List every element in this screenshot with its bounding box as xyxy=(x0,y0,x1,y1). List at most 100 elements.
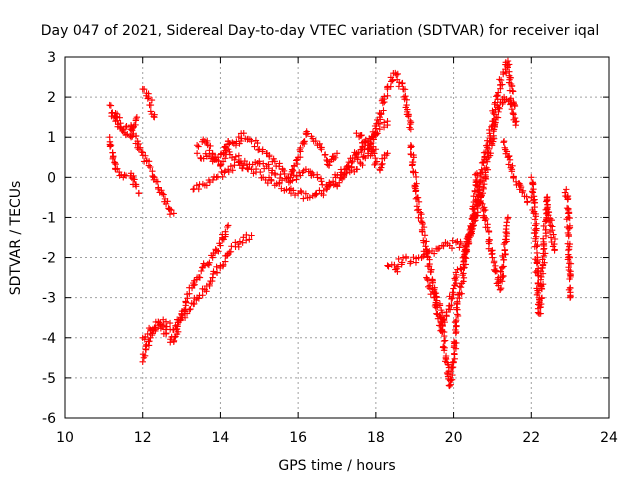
interp-point xyxy=(541,259,548,266)
interp-point xyxy=(510,100,518,107)
interp-point xyxy=(565,266,573,274)
interp-point xyxy=(384,92,391,100)
y-tick-label: -1 xyxy=(42,210,56,226)
interp-point xyxy=(367,152,374,159)
data-point xyxy=(271,158,279,165)
interp-point xyxy=(534,271,542,279)
data-point xyxy=(465,234,473,241)
interp-point xyxy=(407,150,414,158)
interp-point xyxy=(290,162,298,169)
interp-point xyxy=(491,111,498,118)
interp-point xyxy=(114,165,121,172)
interp-point xyxy=(148,96,156,104)
interp-point xyxy=(412,259,420,266)
interp-point xyxy=(567,260,575,267)
interp-point xyxy=(516,180,523,187)
interp-point xyxy=(497,76,505,84)
interp-point xyxy=(466,226,474,234)
interp-point xyxy=(332,154,339,161)
series-trace-r xyxy=(528,174,559,317)
interp-point xyxy=(447,377,454,384)
data-point xyxy=(326,162,333,169)
interp-point xyxy=(259,146,266,153)
interp-point xyxy=(219,158,227,165)
grid-layer xyxy=(65,57,609,418)
interp-point xyxy=(509,88,517,95)
data-point xyxy=(209,150,216,157)
interp-point xyxy=(371,150,378,157)
interp-point xyxy=(385,263,392,270)
series-trace-f xyxy=(139,222,232,366)
interp-point xyxy=(243,237,250,244)
interp-point xyxy=(318,144,325,151)
interp-point xyxy=(405,111,412,119)
interp-point xyxy=(393,71,400,78)
data-point xyxy=(547,222,554,229)
interp-point xyxy=(154,178,161,185)
interp-point xyxy=(129,125,136,132)
interp-point xyxy=(501,247,508,254)
interp-point xyxy=(196,274,204,281)
interp-point xyxy=(432,304,440,311)
interp-point xyxy=(213,263,220,270)
y-tick-label: -3 xyxy=(42,291,56,307)
interp-point xyxy=(529,189,537,196)
interp-point xyxy=(166,319,174,327)
interp-point xyxy=(539,235,547,242)
interp-point xyxy=(457,265,464,272)
interp-point xyxy=(313,190,320,198)
interp-point xyxy=(534,309,542,316)
interp-point xyxy=(296,154,304,161)
interp-point xyxy=(484,224,491,231)
interp-point xyxy=(367,143,375,151)
data-point xyxy=(170,210,177,217)
interp-point xyxy=(440,242,447,250)
interp-point xyxy=(502,250,509,258)
interp-point xyxy=(490,138,497,145)
data-point xyxy=(248,232,255,239)
interp-point xyxy=(113,113,120,121)
data-point xyxy=(139,358,146,366)
interp-point xyxy=(244,164,251,172)
data-point xyxy=(333,150,341,157)
interp-point xyxy=(381,93,388,100)
interp-point xyxy=(241,157,248,165)
interp-point xyxy=(195,185,202,193)
interp-point xyxy=(206,259,213,266)
interp-point xyxy=(460,258,467,266)
interp-point xyxy=(121,171,128,179)
interp-point xyxy=(290,187,297,194)
interp-point xyxy=(448,245,456,252)
interp-point xyxy=(410,169,417,176)
interp-point xyxy=(199,292,206,299)
interp-point xyxy=(421,232,429,239)
data-point xyxy=(442,354,449,362)
data-point xyxy=(145,93,152,101)
interp-point xyxy=(449,359,456,366)
series-trace-e xyxy=(139,231,255,343)
interp-point xyxy=(548,227,556,234)
interp-point xyxy=(434,245,442,253)
interp-point xyxy=(246,236,253,243)
interp-point xyxy=(423,275,431,283)
interp-point xyxy=(450,285,457,292)
interp-point xyxy=(225,168,232,176)
interp-point xyxy=(449,371,456,379)
interp-point xyxy=(394,263,402,270)
interp-point xyxy=(157,320,164,327)
interp-point xyxy=(565,246,573,253)
interp-point xyxy=(496,286,504,293)
interp-point xyxy=(453,304,460,311)
series-trace-p xyxy=(473,178,512,293)
interp-point xyxy=(537,300,545,308)
data-point xyxy=(162,318,170,325)
interp-point xyxy=(477,199,485,207)
data-point xyxy=(384,262,391,269)
interp-point xyxy=(497,284,505,292)
interp-point xyxy=(106,143,114,150)
data-point xyxy=(349,158,356,165)
interp-point xyxy=(543,204,551,212)
interp-point xyxy=(264,179,271,187)
interp-point xyxy=(448,301,455,309)
interp-point xyxy=(174,321,181,329)
